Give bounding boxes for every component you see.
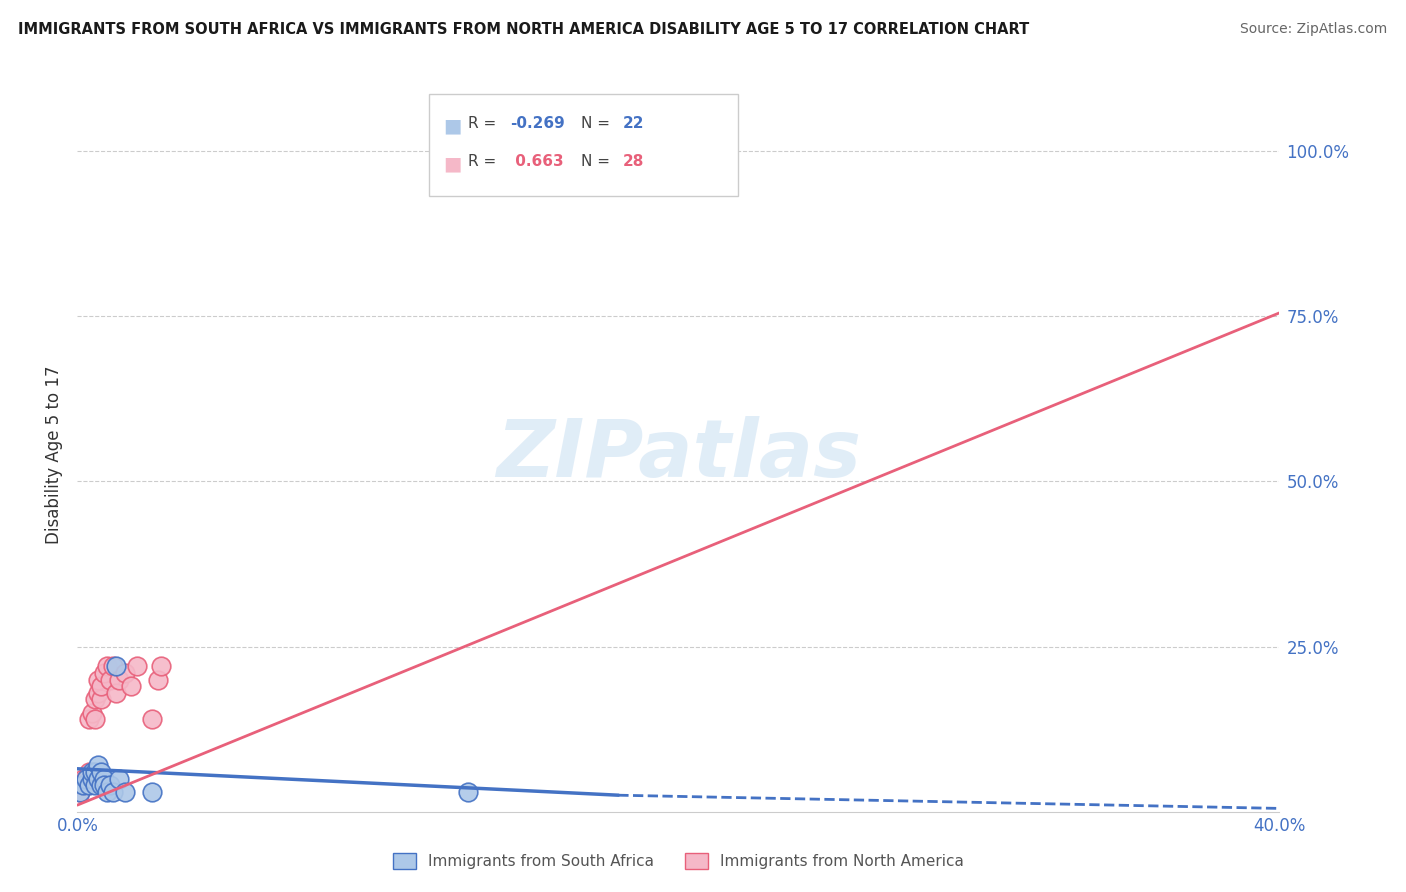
Point [82,772,104,786]
Text: N =: N = [581,116,614,131]
Legend: Immigrants from South Africa, Immigrants from North America: Immigrants from South Africa, Immigrants… [387,847,970,875]
Point [96,659,118,673]
Point [82,772,104,786]
Point [90,765,112,780]
Point [82,706,104,720]
Point [100,778,122,792]
Point [84,692,107,706]
Point [87,673,110,687]
Point [87,758,110,772]
Text: Source: ZipAtlas.com: Source: ZipAtlas.com [1240,22,1388,37]
Text: -0.269: -0.269 [510,116,565,131]
Point [69,785,91,799]
Point [127,659,149,673]
Point [75,778,97,792]
Point [114,785,136,799]
Point [79,712,101,726]
Text: IMMIGRANTS FROM SOUTH AFRICA VS IMMIGRANTS FROM NORTH AMERICA DISABILITY AGE 5 T: IMMIGRANTS FROM SOUTH AFRICA VS IMMIGRAN… [18,22,1029,37]
Point [141,712,163,726]
Text: ZIPatlas: ZIPatlas [496,416,860,494]
Point [108,673,131,687]
Point [84,712,107,726]
Point [105,659,128,673]
Point [141,785,163,799]
Point [72,772,94,786]
Text: ■: ■ [443,116,461,135]
Text: ■: ■ [443,154,461,173]
Point [114,665,136,680]
Point [108,772,131,786]
Point [93,772,115,786]
Point [79,778,101,792]
Text: 0.663: 0.663 [510,154,564,169]
Point [105,686,128,700]
Point [148,673,170,687]
Point [75,772,97,786]
Point [87,686,110,700]
Point [457,785,479,799]
Point [93,778,115,792]
Text: 28: 28 [623,154,644,169]
Point [120,679,142,693]
Point [82,765,104,780]
Text: R =: R = [468,116,502,131]
Point [75,772,97,786]
Point [72,778,94,792]
Point [69,785,91,799]
Point [100,673,122,687]
Point [103,785,125,799]
Point [79,765,101,780]
Text: N =: N = [581,154,614,169]
Point [103,659,125,673]
Point [90,679,112,693]
Point [96,785,118,799]
Text: R =: R = [468,154,502,169]
Point [87,772,110,786]
Point [84,765,107,780]
Point [93,665,115,680]
Point [84,778,107,792]
Y-axis label: Disability Age 5 to 17: Disability Age 5 to 17 [45,366,63,544]
Point [90,692,112,706]
Point [150,659,173,673]
Point [72,778,94,792]
Text: 22: 22 [623,116,644,131]
Point [90,778,112,792]
